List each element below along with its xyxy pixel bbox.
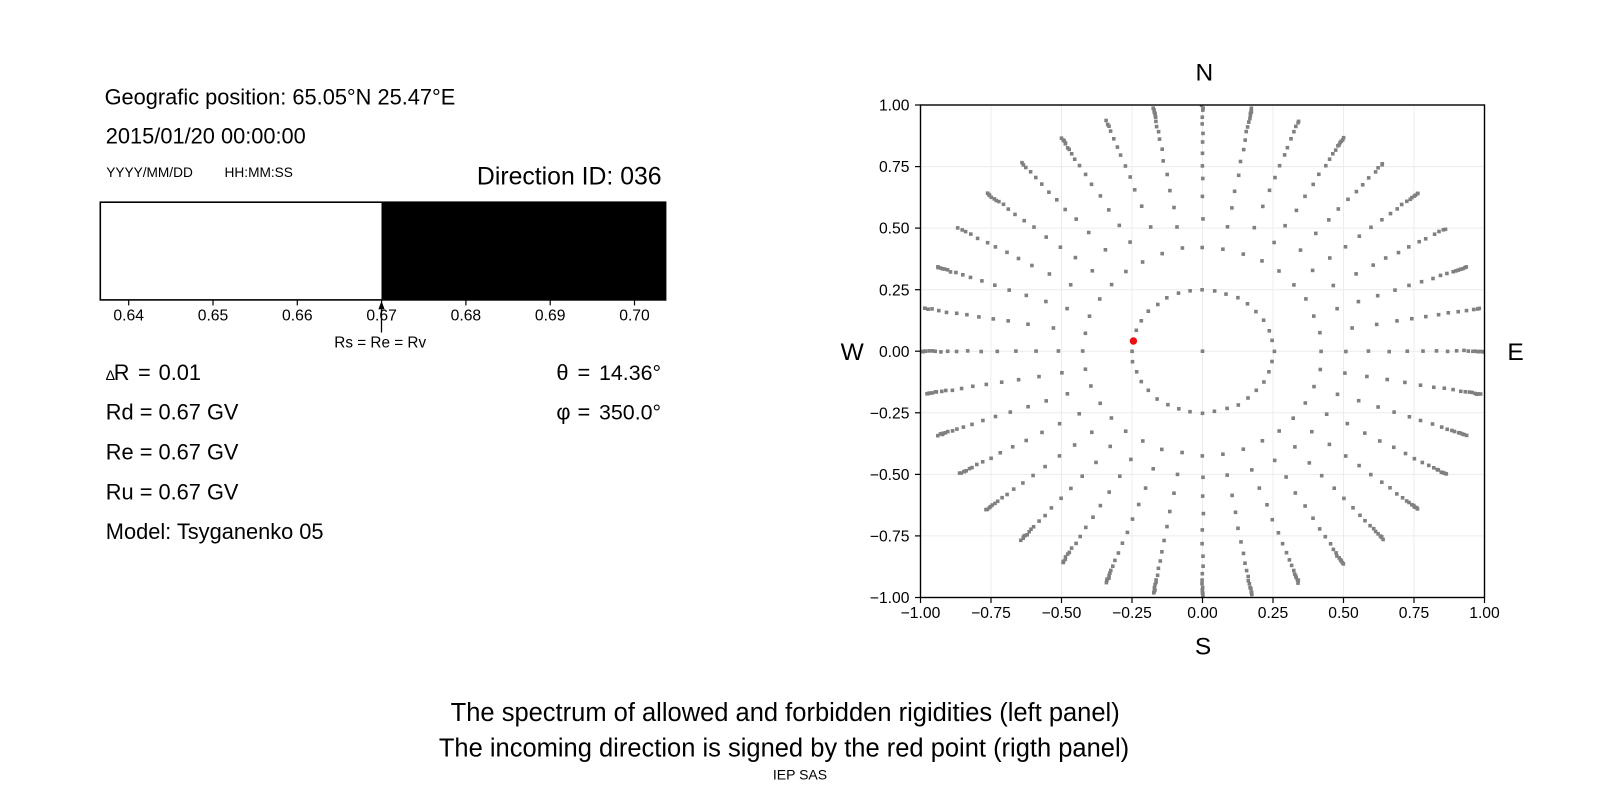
svg-text:−0.50: −0.50 [870, 467, 910, 484]
svg-text:HH:MM:SS: HH:MM:SS [225, 165, 293, 180]
svg-text:0.70: 0.70 [619, 308, 650, 325]
svg-text:0.75: 0.75 [879, 159, 910, 176]
svg-text:0.64: 0.64 [113, 308, 144, 325]
svg-text:−1.00: −1.00 [870, 590, 910, 607]
svg-text:0.00: 0.00 [1187, 605, 1218, 622]
svg-text:N: N [1196, 60, 1214, 87]
svg-text:−0.50: −0.50 [1042, 605, 1082, 622]
svg-text:Rs = Re = Rv: Rs = Re = Rv [334, 335, 426, 352]
svg-text:−1.00: −1.00 [901, 605, 941, 622]
svg-text:θ: θ [556, 360, 568, 385]
svg-text:0.01: 0.01 [159, 360, 201, 385]
svg-text:−0.75: −0.75 [971, 605, 1011, 622]
svg-text:Re = 0.67 GV: Re = 0.67 GV [106, 440, 239, 465]
svg-text:−0.25: −0.25 [1112, 605, 1152, 622]
svg-text:Direction ID: 036: Direction ID: 036 [477, 163, 662, 190]
svg-text:φ: φ [556, 400, 570, 425]
svg-text:0.75: 0.75 [1399, 605, 1430, 622]
svg-text:0.25: 0.25 [879, 282, 910, 299]
svg-text:−0.25: −0.25 [870, 405, 910, 422]
svg-text:=: = [138, 360, 151, 385]
svg-text:Δ: Δ [106, 368, 116, 384]
svg-text:S: S [1195, 634, 1211, 661]
svg-text:YYYY/MM/DD: YYYY/MM/DD [106, 165, 193, 180]
svg-text:0.50: 0.50 [1328, 605, 1359, 622]
svg-text:0.50: 0.50 [879, 221, 910, 238]
svg-text:−0.75: −0.75 [870, 529, 910, 546]
svg-text:2015/01/20 00:00:00: 2015/01/20 00:00:00 [106, 124, 306, 149]
svg-text:0.65: 0.65 [198, 308, 229, 325]
svg-text:=: = [578, 360, 591, 385]
svg-text:The incoming direction is sign: The incoming direction is signed by the … [439, 735, 1129, 763]
svg-text:E: E [1507, 339, 1523, 366]
svg-text:0.25: 0.25 [1258, 605, 1289, 622]
svg-text:W: W [841, 339, 865, 366]
svg-text:350.0°: 350.0° [599, 401, 661, 425]
svg-text:0.68: 0.68 [451, 308, 482, 325]
svg-text:IEP SAS: IEP SAS [773, 766, 827, 782]
svg-text:14.36°: 14.36° [599, 361, 661, 385]
svg-text:Model: Tsyganenko 05: Model: Tsyganenko 05 [106, 519, 324, 544]
svg-text:Geografic position: 65.05°N 25: Geografic position: 65.05°N 25.47°E [105, 85, 456, 110]
svg-text:Rd = 0.67 GV: Rd = 0.67 GV [106, 400, 239, 425]
svg-text:=: = [578, 400, 591, 425]
svg-text:0.69: 0.69 [535, 308, 566, 325]
svg-text:The spectrum of allowed and fo: The spectrum of allowed and forbidden ri… [451, 699, 1120, 727]
svg-text:1.00: 1.00 [879, 98, 910, 115]
svg-text:1.00: 1.00 [1469, 605, 1500, 622]
svg-text:0.00: 0.00 [879, 344, 910, 361]
svg-text:0.66: 0.66 [282, 308, 313, 325]
svg-text:R: R [114, 360, 130, 385]
svg-text:Ru = 0.67 GV: Ru = 0.67 GV [106, 479, 239, 504]
